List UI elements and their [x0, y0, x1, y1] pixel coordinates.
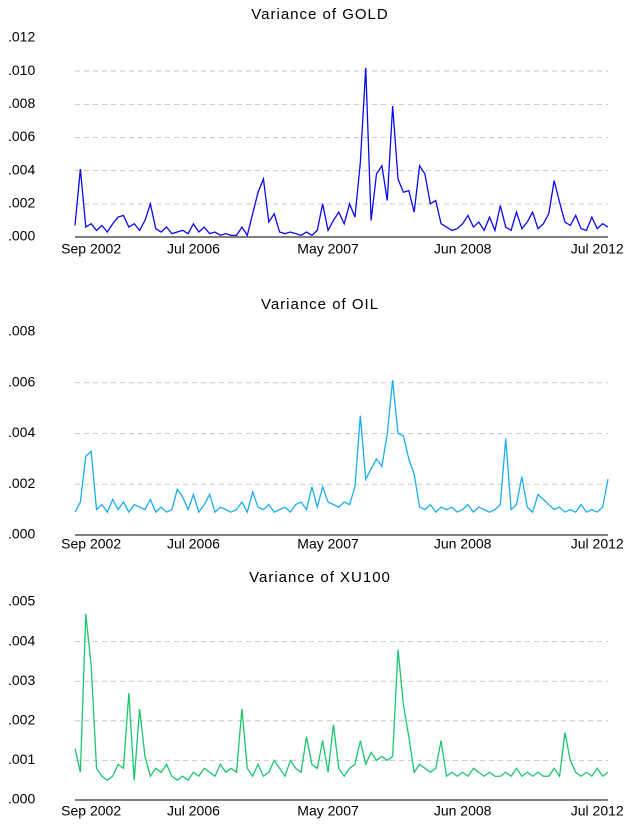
x-tick-label: Jun 2008 — [434, 241, 492, 257]
x-tick-label: Jul 2012 — [571, 803, 624, 819]
y-tick-label: .008 — [8, 95, 35, 111]
y-tick-label: .012 — [8, 29, 35, 45]
x-tick-label: Sep 2002 — [61, 241, 121, 257]
y-tick-label: .000 — [8, 791, 35, 807]
x-tick-label: Jul 2006 — [167, 241, 220, 257]
x-tick-label: Jul 2006 — [167, 803, 220, 819]
y-tick-label: .002 — [8, 475, 35, 491]
y-tick-label: .006 — [8, 373, 35, 389]
y-tick-label: .000 — [8, 526, 35, 542]
y-tick-label: .003 — [8, 672, 35, 688]
chart-title: Variance of XU100 — [249, 569, 391, 586]
y-tick-label: .001 — [8, 751, 35, 767]
x-tick-label: Jul 2012 — [571, 536, 624, 552]
y-tick-label: .008 — [8, 323, 35, 339]
y-tick-label: .002 — [8, 712, 35, 728]
x-tick-label: Jun 2008 — [434, 803, 492, 819]
y-tick-label: .002 — [8, 195, 35, 211]
series-line — [74, 67, 609, 237]
x-tick-label: Jul 2006 — [167, 536, 220, 552]
y-tick-label: .004 — [8, 424, 35, 440]
x-tick-label: May 2007 — [297, 241, 359, 257]
y-tick-label: .004 — [8, 632, 35, 648]
x-tick-label: May 2007 — [297, 536, 359, 552]
y-tick-label: .000 — [8, 228, 35, 244]
x-tick-label: Sep 2002 — [61, 803, 121, 819]
y-tick-label: .005 — [8, 593, 35, 609]
chart-title: Variance of GOLD — [251, 6, 388, 23]
x-tick-label: Jul 2012 — [571, 241, 624, 257]
x-tick-label: Sep 2002 — [61, 536, 121, 552]
x-tick-label: Jun 2008 — [434, 536, 492, 552]
y-tick-label: .004 — [8, 161, 35, 177]
series-line — [74, 380, 609, 514]
series-line — [74, 613, 609, 782]
chart-title: Variance of OIL — [261, 296, 379, 313]
y-tick-label: .006 — [8, 128, 35, 144]
y-tick-label: .010 — [8, 62, 35, 78]
x-tick-label: May 2007 — [297, 803, 359, 819]
